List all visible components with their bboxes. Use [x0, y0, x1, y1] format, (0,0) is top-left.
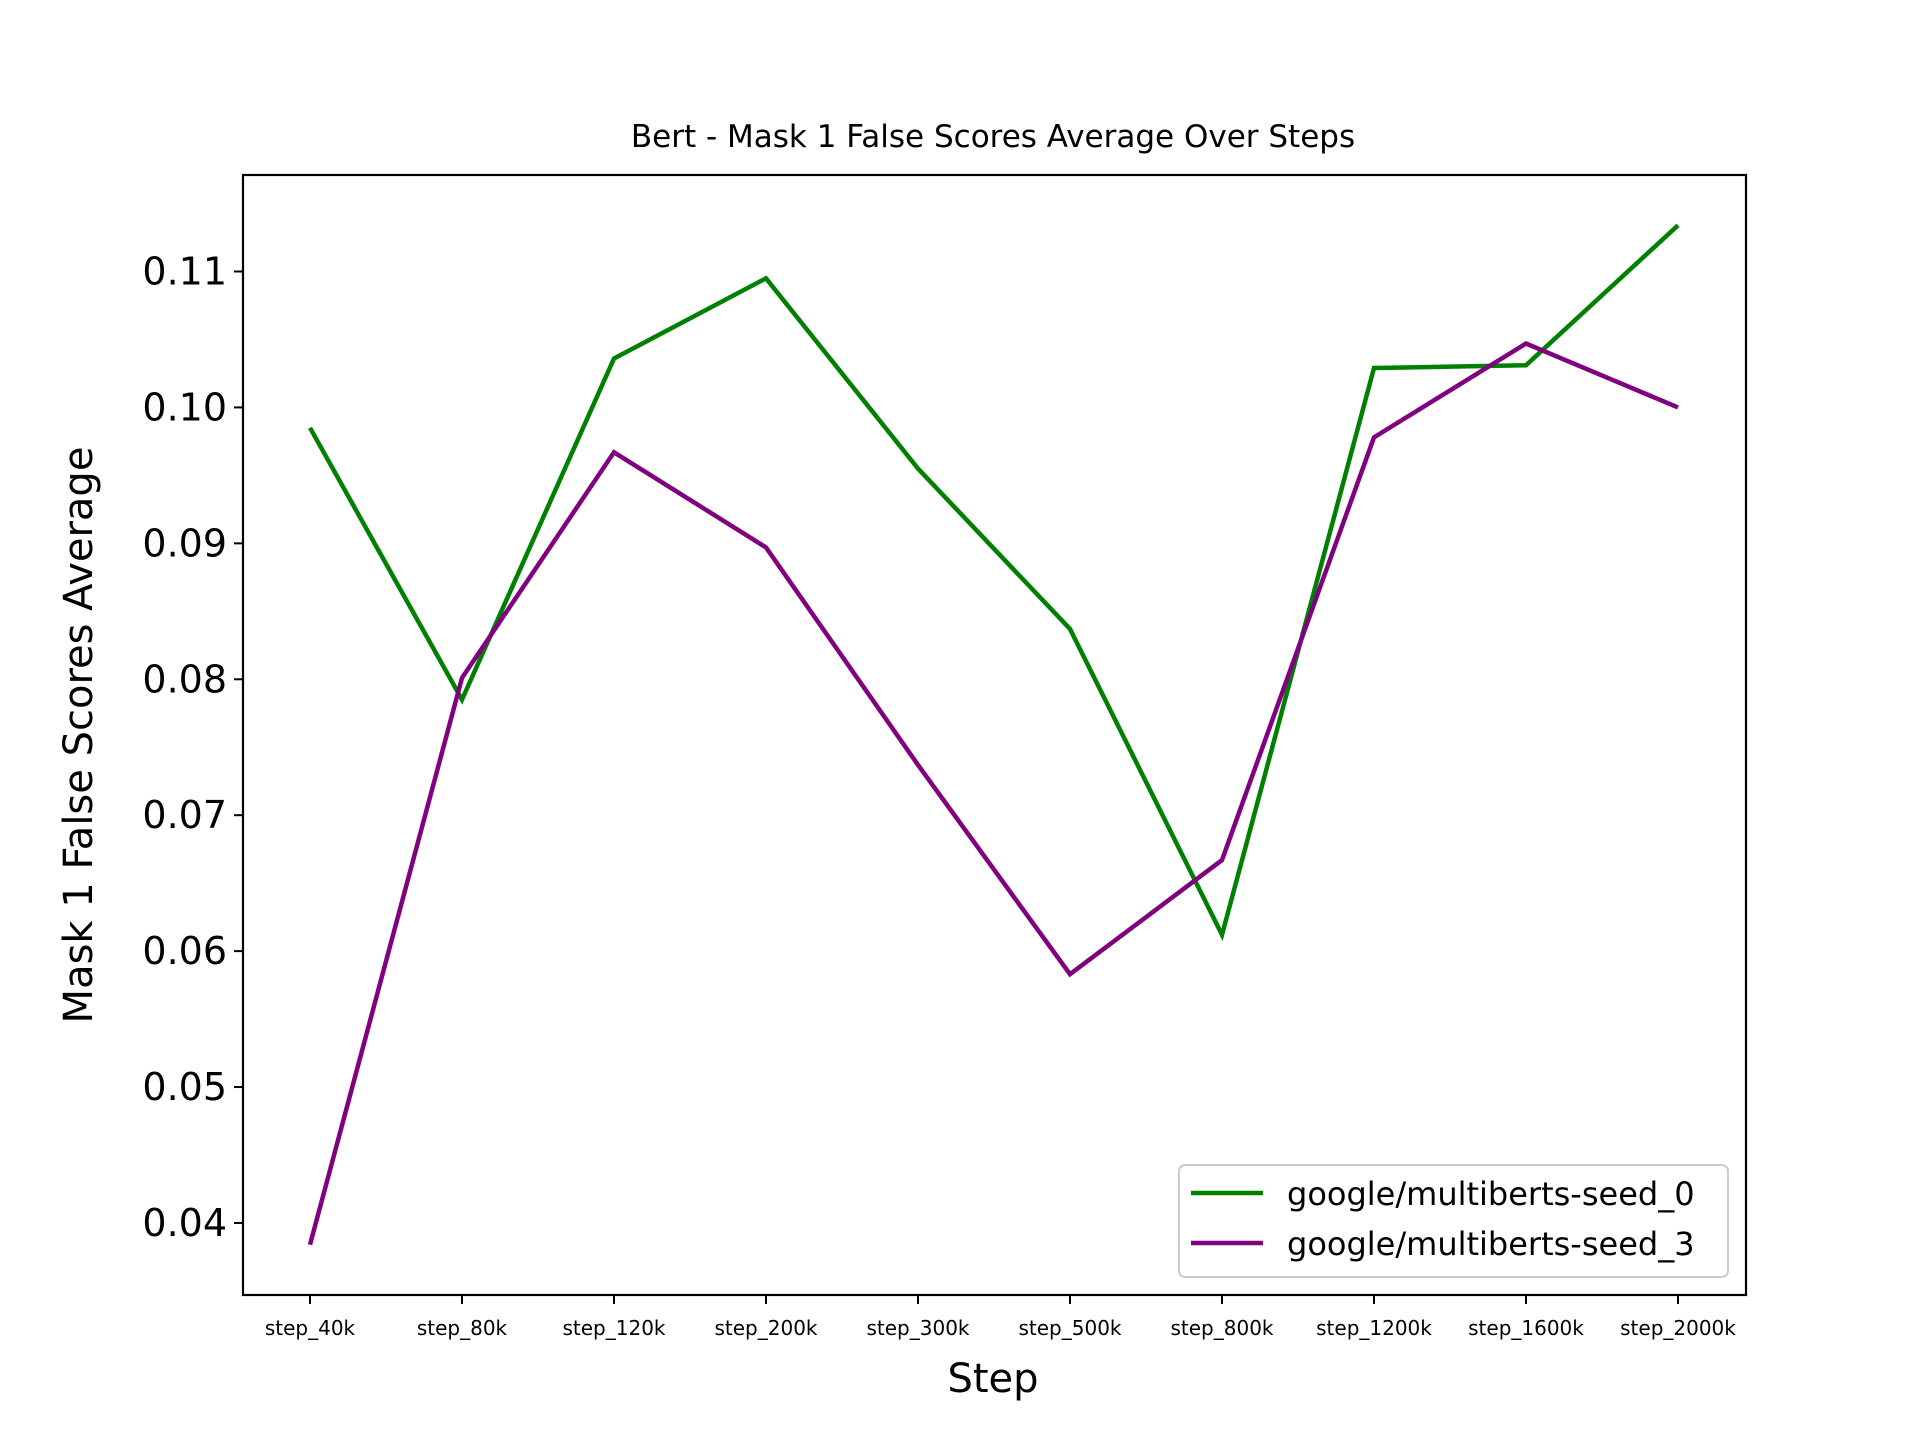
series-line-1 — [307, 341, 1679, 1246]
x-tick-label: step_300k — [866, 1316, 969, 1340]
legend-label: google/multiberts-seed_3 — [1287, 1225, 1695, 1263]
y-tick-label: 0.04 — [142, 1201, 227, 1245]
x-tick-label: step_40k — [265, 1316, 356, 1340]
legend: google/multiberts-seed_0 google/multibert… — [1178, 1164, 1729, 1278]
y-tick-label: 0.07 — [142, 793, 227, 837]
y-axis: 0.04 0.05 0.06 0.07 0.08 0.09 0.10 0.11 — [142, 250, 243, 1245]
legend-label: google/multiberts-seed_0 — [1287, 1175, 1695, 1213]
plot-frame — [241, 173, 1748, 1297]
x-tick-label: step_2000k — [1620, 1316, 1736, 1340]
series-line-0 — [308, 223, 1680, 942]
x-axis: step_40k step_80k step_120k step_200k step_3… — [265, 1295, 1736, 1340]
x-tick-label: step_1600k — [1468, 1316, 1584, 1340]
x-tick-label: step_80k — [417, 1316, 508, 1340]
y-tick-label: 0.10 — [142, 385, 227, 429]
y-axis-label: Mask 1 False Scores Average — [56, 447, 102, 1024]
y-tick-label: 0.11 — [142, 250, 227, 294]
series-layer — [307, 223, 1680, 1246]
x-tick-label: step_800k — [1170, 1316, 1273, 1340]
x-tick-label: step_200k — [714, 1316, 817, 1340]
y-tick-label: 0.06 — [142, 929, 227, 973]
x-tick-label: step_120k — [562, 1316, 665, 1340]
y-tick-label: 0.08 — [142, 657, 227, 701]
x-tick-label: step_500k — [1018, 1316, 1121, 1340]
y-tick-label: 0.05 — [142, 1065, 227, 1109]
x-axis-label: Step — [947, 1356, 1038, 1402]
y-tick-label: 0.09 — [142, 521, 227, 565]
chart-title: Bert - Mask 1 False Scores Average Over … — [631, 119, 1355, 155]
legend-box — [1178, 1164, 1729, 1278]
x-tick-label: step_1200k — [1316, 1316, 1432, 1340]
